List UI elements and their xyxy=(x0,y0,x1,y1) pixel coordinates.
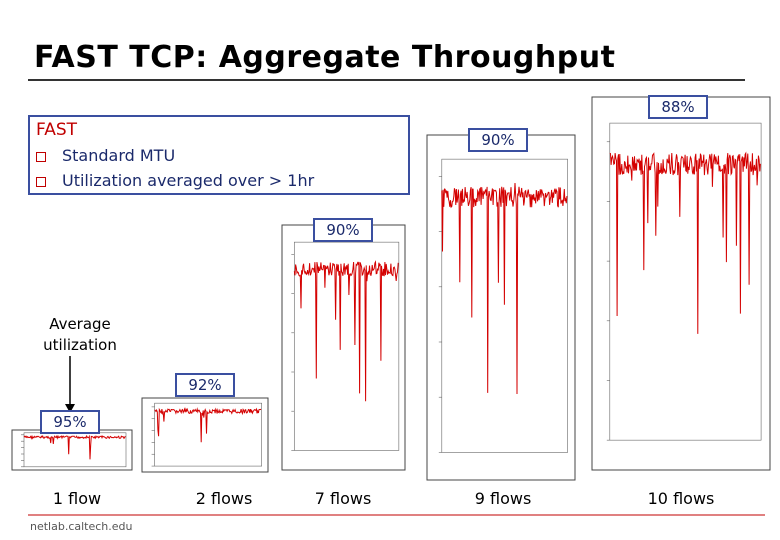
info-box: FAST Standard MTU Utilization averaged o… xyxy=(28,115,410,195)
flow-label: 10 flows xyxy=(647,489,715,508)
utilization-label: 90% xyxy=(313,218,373,242)
slide-title: FAST TCP: Aggregate Throughput xyxy=(34,40,616,75)
plot-frame xyxy=(591,96,771,471)
utilization-label: 88% xyxy=(648,95,708,119)
box-heading: FAST xyxy=(36,120,78,140)
flow-label: 2 flows xyxy=(195,489,253,508)
bullet: Utilization averaged over > 1hr xyxy=(36,171,314,190)
footer: netlab.caltech.edu xyxy=(30,520,133,533)
arrow-head xyxy=(65,404,75,413)
plot-frame xyxy=(426,134,576,481)
plot-frame xyxy=(281,224,406,471)
annotation: Average utilization xyxy=(43,315,117,354)
plot-area xyxy=(154,402,263,467)
plot-trace xyxy=(609,151,761,334)
plot-area xyxy=(441,158,568,453)
plot-area xyxy=(293,241,400,451)
plot-trace xyxy=(154,407,262,443)
utilization-label: 90% xyxy=(468,128,528,152)
utilization-label: 95% xyxy=(40,410,100,434)
bullet-text: Utilization averaged over > 1hr xyxy=(62,171,315,190)
utilization-label: 92% xyxy=(175,373,235,397)
plot-area xyxy=(609,122,762,441)
plot-trace xyxy=(23,434,126,460)
bullet: Standard MTU xyxy=(36,146,175,165)
flow-label: 1 flow xyxy=(52,489,102,508)
plot-trace xyxy=(293,260,399,402)
flow-label: 7 flows xyxy=(314,489,372,508)
plot-trace xyxy=(441,182,568,395)
bullet-text: Standard MTU xyxy=(62,146,176,165)
flow-label: 9 flows xyxy=(474,489,532,508)
